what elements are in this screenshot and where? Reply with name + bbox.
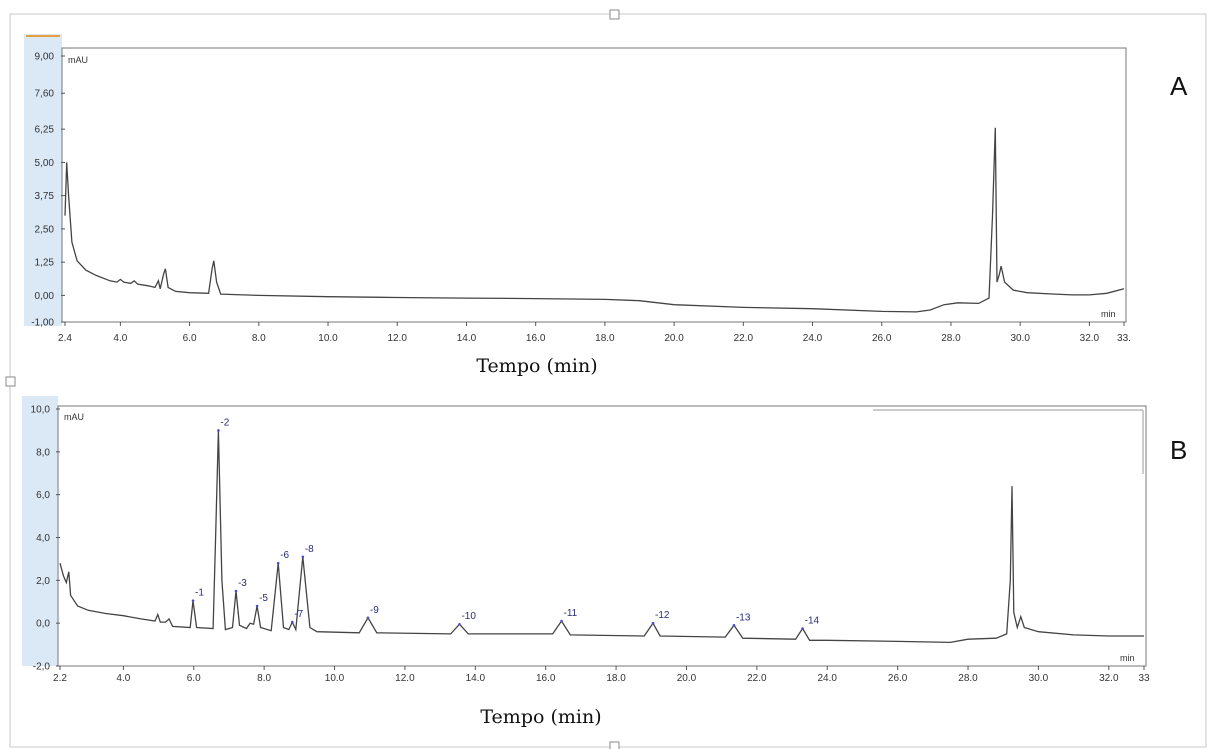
panel-a-y-axis-band [24,34,62,326]
peak-marker [560,619,563,623]
panel-b-x-tick-label: 28.0 [958,673,978,684]
panel-b-y-tick-label: 8,0 [36,447,50,458]
panel-b-y-tick-label: 6,0 [36,490,50,501]
panel-a-y-tick-label: -1,00 [31,318,54,329]
peak-label: -13 [736,612,751,623]
panel-a-x-tick-label: 26.0 [872,333,892,344]
panel-b-y-tick-label: 4,0 [36,533,50,544]
panel-b-y-tick-label: 2,0 [36,576,50,587]
panel-a-x-tick-label: 14.0 [457,333,477,344]
frame-handle-bottom[interactable] [609,741,620,749]
peak-label: -7 [294,609,303,620]
peak-marker [191,599,195,602]
panel-a-x-tick-label: 18.0 [595,333,615,344]
peak-label: -10 [461,611,476,622]
peak-label: -8 [305,544,314,555]
panel-a-trace [64,127,1125,313]
panel-a-y-tick-label: 5,00 [35,158,55,169]
panel-b-x-tick-label: 22.0 [747,673,767,684]
peak-marker [217,429,220,432]
panel-a-x-tick-label: 24.0 [803,333,823,344]
panel-b-y-tick-label: 10,0 [31,405,51,416]
peak-label: -9 [370,605,379,616]
peak-label: -2 [220,417,229,428]
peak-marker [234,589,238,593]
panel-b-x-tick-label: 16.0 [536,673,556,684]
panel-a-x-tick-label: 8.0 [252,333,266,344]
panel-a-x-tick-label: 16.0 [526,333,546,344]
panel-a-x-tick-label: 12.0 [388,333,408,344]
panel-b-x-tick-label: 18.0 [606,673,626,684]
peak-label: -14 [805,616,820,627]
panel-b-x-tick-label: 20.0 [677,673,697,684]
panel-b-x-tick-label: 2.2 [53,673,67,684]
panel-b-x-tick-label: 26.0 [888,673,908,684]
panel-a-x-tick-label: 30.0 [1010,333,1030,344]
peak-marker [801,627,804,630]
panel-a-x-tick-label: 6.0 [183,333,197,344]
panel-b-y-axis-band [22,396,58,666]
panel-b-x-unit: min [1120,653,1135,663]
panel-a-x-tick-label: 10.0 [318,333,338,344]
panel-a-y-tick-label: 0,00 [35,291,55,302]
panel-b-x-tick-label: 33 [1138,673,1150,684]
peak-marker [366,616,370,620]
panel-a-y-tick-label: 3,75 [35,191,55,202]
panel-b-x-tick-label: 10.0 [325,673,345,684]
panel-a-x-tick-label: 2.4 [58,333,72,344]
panel-b-y-unit: mAU [64,412,84,422]
peak-label: -3 [238,578,247,589]
peak-label: -11 [564,608,578,619]
panel-b-x-tick-label: 14.0 [466,673,486,684]
panel-a-x-tick-label: 33. [1117,333,1131,344]
panel-a-x-tick-label: 28.0 [941,333,961,344]
peak-marker [276,561,280,565]
panel-a-y-tick-label: 7,60 [35,89,55,100]
peak-marker [732,624,736,627]
panel-a-chart: 2.4 4.0 6.0 8.0 10.0 12.0 14.0 16.0 18.0 20.0 22.0… [24,34,1188,377]
peak-label: -12 [655,610,670,621]
panel-b-x-tick-label: 6.0 [187,673,201,684]
peak-marker [651,621,655,625]
peak-label: -6 [280,550,289,561]
panel-b-x-tick-label: 32.0 [1099,673,1119,684]
peak-marker [255,604,259,608]
peak-marker [458,622,461,626]
panel-a-y-tick-label: 6,25 [35,125,55,136]
panel-a-y-tick-label: 2,50 [35,224,55,235]
panel-b-x-axis-label: Tempo (min) [480,706,601,728]
panel-a-x-tick-label: 4.0 [113,333,127,344]
panel-b-trace [59,430,1144,644]
peak-label: -1 [195,588,204,599]
panel-a-y-unit: mAU [68,55,88,65]
panel-b-y-tick-label: 0,0 [36,619,50,630]
panel-a-letter: A [1170,71,1188,101]
panel-b-x-tick-label: 8.0 [257,673,271,684]
panel-b-x-tick-label: 30.0 [1029,673,1049,684]
panel-a-x-tick-label: 22.0 [734,333,754,344]
panel-a-y-tick-label: 1,25 [35,258,55,269]
panel-b-x-tick-label: 4.0 [116,673,130,684]
panel-b-x-tick-label: 24.0 [818,673,838,684]
peak-label: -5 [259,593,268,604]
panel-a-x-tick-label: 20.0 [664,333,684,344]
frame-handle-top[interactable] [609,9,620,20]
peak-marker [301,555,305,559]
peak-marker [290,620,294,624]
panel-a-x-axis-label: Tempo (min) [476,355,597,377]
panel-b-y-tick-label: -2,0 [33,662,51,673]
frame-handle-left[interactable] [5,376,16,387]
panel-a-x-unit: min [1101,309,1116,319]
panel-a-y-tick-label: 9,00 [35,52,55,63]
panel-b-x-tick-label: 12.0 [395,673,415,684]
panel-b-chart: 2.2 4.0 6.0 8.0 10.0 12.0 14.0 16.0 18.0 20.0 22.0… [22,396,1187,728]
panel-b-letter: B [1170,435,1187,465]
panel-a-x-tick-label: 32.0 [1080,333,1100,344]
panel-a-plot-area [61,47,1127,323]
